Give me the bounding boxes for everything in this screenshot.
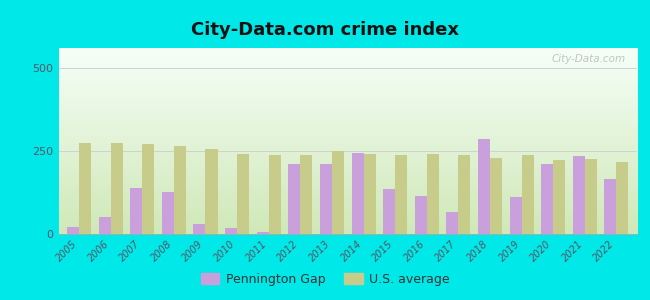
Bar — [478, 139, 490, 234]
Bar — [363, 154, 376, 234]
Bar — [541, 164, 553, 234]
Bar — [616, 162, 629, 234]
Bar — [205, 149, 218, 234]
Bar — [67, 227, 79, 234]
Bar — [257, 232, 268, 234]
Bar — [268, 155, 281, 234]
Bar — [383, 189, 395, 234]
Bar — [142, 144, 154, 234]
Bar — [415, 196, 427, 234]
Bar — [99, 218, 110, 234]
Bar — [458, 155, 471, 234]
Bar — [604, 179, 616, 234]
Text: City-Data.com crime index: City-Data.com crime index — [191, 21, 459, 39]
Bar — [111, 143, 123, 234]
Bar — [320, 164, 332, 234]
Text: City-Data.com: City-Data.com — [551, 54, 625, 64]
Bar — [300, 155, 313, 234]
Legend: Pennington Gap, U.S. average: Pennington Gap, U.S. average — [196, 268, 454, 291]
Bar — [510, 197, 521, 234]
Bar — [332, 151, 344, 234]
Bar — [237, 154, 249, 234]
Bar — [352, 153, 363, 234]
Bar — [521, 155, 534, 234]
Bar — [585, 159, 597, 234]
Bar — [162, 193, 174, 234]
Bar — [194, 224, 205, 234]
Bar — [130, 188, 142, 234]
Bar — [573, 156, 585, 234]
Bar — [395, 155, 407, 234]
Bar — [553, 160, 566, 234]
Bar — [447, 212, 458, 234]
Bar — [225, 228, 237, 234]
Bar — [490, 158, 502, 234]
Bar — [427, 154, 439, 234]
Bar — [174, 146, 186, 234]
Bar — [79, 143, 91, 234]
Bar — [289, 164, 300, 234]
